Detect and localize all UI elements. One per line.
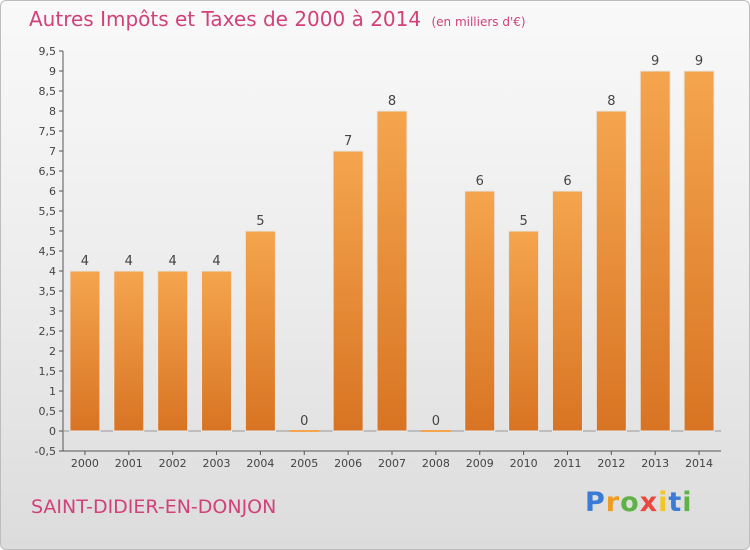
bars: 4 4 4 4 5 0 7 8 0 6 5 6 8 9 9 xyxy=(69,54,715,432)
y-axis: -0,5 0 0,5 1 1,5 2 2,5 3 3,5 4 4,5 5 5,5 6 6,5 7 7,5 8 8,5… xyxy=(35,45,721,458)
y-tick-label: 4,5 xyxy=(39,245,57,258)
bar xyxy=(157,270,189,432)
y-tick-label: 5 xyxy=(49,225,56,238)
y-tick-label: -0,5 xyxy=(35,445,56,458)
y-tick-label: 1 xyxy=(49,385,56,398)
bar xyxy=(683,70,715,432)
x-tick-label: 2007 xyxy=(378,457,406,470)
data-label: 4 xyxy=(212,254,220,269)
y-tick-label: 6,5 xyxy=(39,165,57,178)
data-label: 9 xyxy=(695,54,703,69)
bar xyxy=(508,230,540,432)
bar xyxy=(639,70,671,432)
bar xyxy=(244,230,276,432)
data-label: 0 xyxy=(432,414,440,429)
logo-letter: o xyxy=(620,487,640,518)
y-tick-label: 2 xyxy=(49,345,56,358)
chart-subtitle: (en milliers d'€) xyxy=(431,15,526,29)
y-tick-label: 1,5 xyxy=(39,365,57,378)
x-tick-label: 2002 xyxy=(159,457,187,470)
data-label: 7 xyxy=(344,134,352,149)
data-label: 6 xyxy=(476,174,484,189)
y-tick-label: 0 xyxy=(49,425,56,438)
data-label: 8 xyxy=(388,94,396,109)
logo-letter: P xyxy=(585,487,606,518)
data-label: 5 xyxy=(256,214,264,229)
logo-letter: t xyxy=(668,487,683,518)
bar xyxy=(201,270,233,432)
logo-letter: i xyxy=(658,487,669,518)
x-tick-label: 2013 xyxy=(641,457,669,470)
x-tick-label: 2004 xyxy=(246,457,274,470)
bar xyxy=(69,270,101,432)
data-label: 9 xyxy=(651,54,659,69)
x-tick-label: 2008 xyxy=(422,457,450,470)
x-tick-label: 2001 xyxy=(115,457,143,470)
y-tick-label: 7,5 xyxy=(39,125,57,138)
y-tick-label: 0,5 xyxy=(39,405,57,418)
bar xyxy=(420,430,451,432)
y-tick-label: 6 xyxy=(49,185,56,198)
chart-title: Autres Impôts et Taxes de 2000 à 2014 (e… xyxy=(29,7,526,31)
bar xyxy=(464,190,496,432)
bar xyxy=(289,430,320,432)
data-label: 4 xyxy=(81,254,89,269)
data-label: 0 xyxy=(300,414,308,429)
y-tick-label: 3,5 xyxy=(39,285,57,298)
x-tick-label: 2012 xyxy=(597,457,625,470)
y-tick-label: 9 xyxy=(49,65,56,78)
commune-name: SAINT-DIDIER-EN-DONJON xyxy=(31,496,277,518)
y-tick-label: 3 xyxy=(49,305,56,318)
logo-letter: i xyxy=(682,487,693,518)
data-label: 4 xyxy=(169,254,177,269)
bar xyxy=(332,150,364,432)
proxiti-logo: Proxiti xyxy=(585,487,693,518)
data-label: 5 xyxy=(519,214,527,229)
x-tick-label: 2006 xyxy=(334,457,362,470)
bar xyxy=(595,110,627,432)
y-tick-label: 4 xyxy=(49,265,56,278)
x-tick-label: 2003 xyxy=(203,457,231,470)
y-tick-label: 2,5 xyxy=(39,325,57,338)
bar xyxy=(113,270,145,432)
x-tick-label: 2011 xyxy=(553,457,581,470)
x-tick-label: 2000 xyxy=(71,457,99,470)
y-tick-label: 5,5 xyxy=(39,205,57,218)
x-tick-label: 2005 xyxy=(290,457,318,470)
x-axis: 2000 2001 2002 2003 2004 2005 2006 2007 2008 2009… xyxy=(71,451,713,470)
bar xyxy=(551,190,583,432)
y-tick-label: 8 xyxy=(49,105,56,118)
data-label: 8 xyxy=(607,94,615,109)
data-label: 6 xyxy=(563,174,571,189)
y-tick-label: 9,5 xyxy=(39,45,57,58)
x-tick-label: 2010 xyxy=(510,457,538,470)
logo-letter: x xyxy=(639,487,659,518)
x-tick-label: 2014 xyxy=(685,457,713,470)
bar xyxy=(376,110,408,432)
logo-letter: r xyxy=(605,487,621,518)
title-text: Autres Impôts et Taxes de 2000 à 2014 xyxy=(29,7,422,31)
y-tick-label: 7 xyxy=(49,145,56,158)
y-tick-label: 8,5 xyxy=(39,85,57,98)
x-tick-label: 2009 xyxy=(466,457,494,470)
data-label: 4 xyxy=(125,254,133,269)
